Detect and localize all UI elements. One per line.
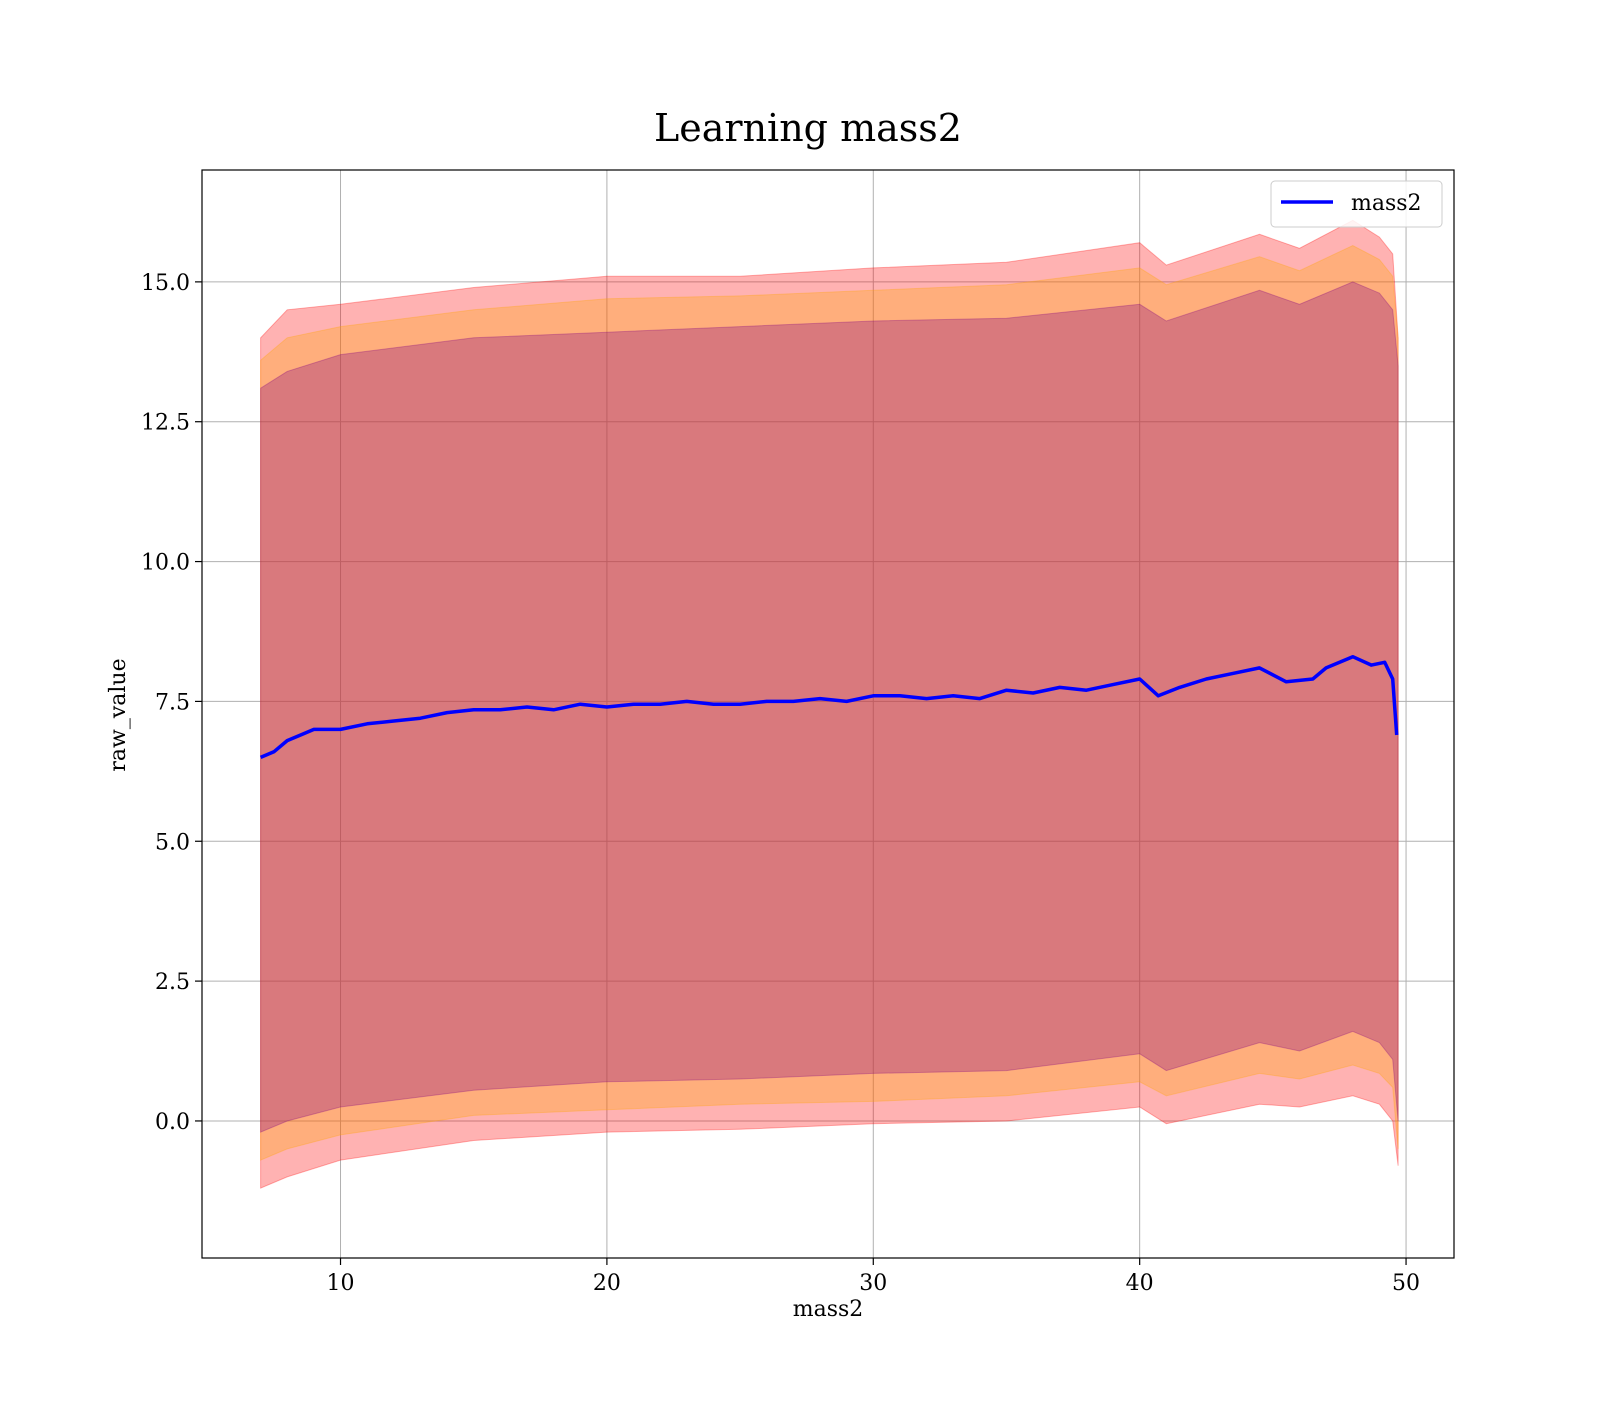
x-tick-label: 10 [327, 1271, 355, 1296]
confidence-bands [260, 219, 1399, 1189]
legend: mass2 [1270, 180, 1443, 228]
series-line [259, 654, 1399, 760]
x-axis-ticks: 10 20 30 40 50 [327, 1258, 1420, 1296]
y-tick-label: 10.0 [141, 551, 190, 576]
grid [202, 170, 1454, 1258]
y-tick-label: 15.0 [141, 271, 190, 296]
x-tick-label: 50 [1392, 1271, 1420, 1296]
y-tick-label: 5.0 [155, 830, 190, 855]
y-tick-label: 12.5 [141, 411, 190, 436]
y-tick-label: 0.0 [155, 1110, 190, 1135]
y-tick-label: 2.5 [155, 970, 190, 995]
confidence-band [260, 281, 1399, 1133]
plot-frame [201, 169, 1455, 1259]
confidence-band [260, 244, 1399, 1161]
legend-box [1270, 180, 1443, 228]
y-axis-ticks: 0.0 2.5 5.0 7.5 10.0 12.5 15.0 [141, 271, 202, 1135]
legend-label: mass2 [1351, 191, 1422, 216]
y-tick-label: 7.5 [155, 690, 190, 715]
x-tick-label: 30 [859, 1271, 887, 1296]
series-lines [259, 654, 1399, 760]
x-tick-label: 40 [1126, 1271, 1154, 1296]
y-axis-label: raw_value [106, 658, 131, 771]
x-axis-label: mass2 [793, 1297, 864, 1322]
confidence-band [260, 219, 1399, 1189]
x-tick-label: 20 [593, 1271, 621, 1296]
chart-title: Learning mass2 [654, 106, 962, 150]
